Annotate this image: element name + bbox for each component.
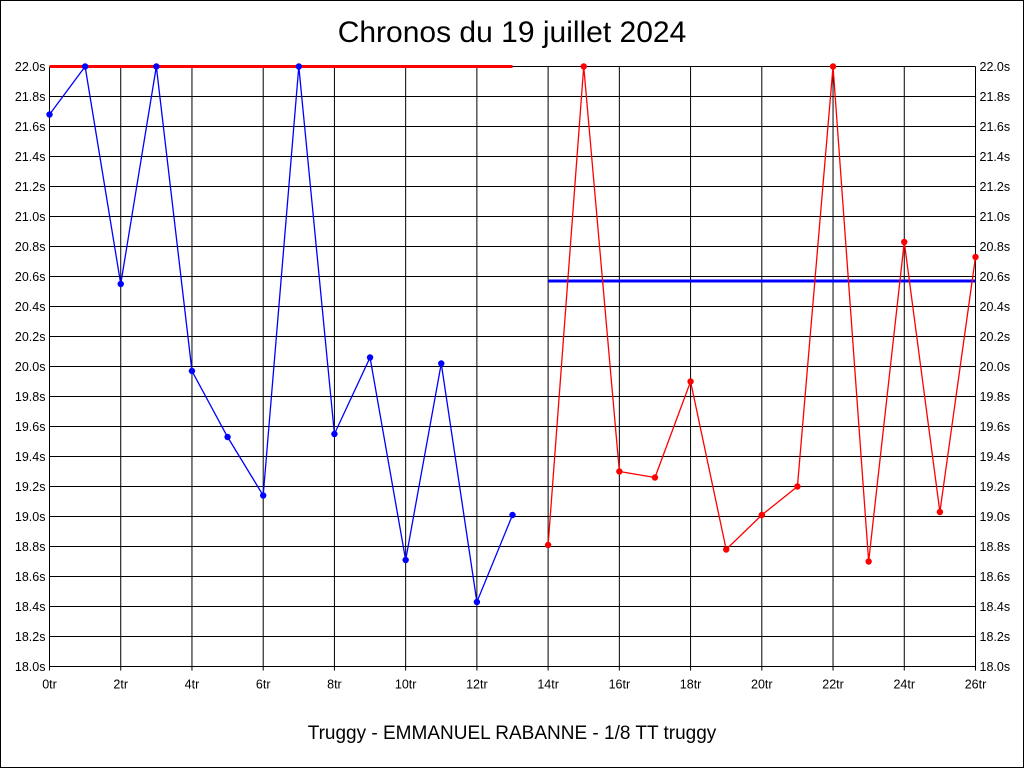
data-point	[651, 474, 659, 481]
y-tick-label-right: 21.2s	[980, 180, 1011, 194]
data-point	[295, 63, 303, 70]
y-tick-label-right: 19.0s	[980, 510, 1011, 524]
data-point	[972, 253, 979, 261]
y-tick-label-left: 21.4s	[15, 150, 46, 164]
data-point	[758, 511, 766, 519]
data-point	[936, 508, 944, 516]
x-tick-label: 0tr	[42, 678, 57, 692]
data-point	[580, 63, 587, 70]
y-tick-label-right: 19.4s	[980, 450, 1011, 464]
y-tick-label-left: 18.6s	[15, 570, 46, 584]
x-tick-label: 8tr	[327, 678, 342, 692]
y-tick-label-left: 19.2s	[15, 480, 46, 494]
y-tick-label-right: 20.8s	[980, 240, 1011, 254]
data-point	[901, 238, 908, 246]
y-tick-label-left: 20.6s	[15, 270, 46, 284]
y-tick-label-left: 19.8s	[15, 390, 46, 404]
y-tick-label-right: 18.8s	[980, 540, 1011, 554]
y-tick-label-left: 19.0s	[15, 510, 46, 524]
data-point	[438, 360, 445, 367]
x-tick-label: 20tr	[751, 678, 773, 692]
y-tick-label-left: 21.8s	[15, 90, 46, 104]
y-tick-label-right: 20.6s	[980, 270, 1011, 284]
x-tick-label: 14tr	[537, 678, 559, 692]
y-tick-label-right: 18.6s	[980, 570, 1011, 584]
y-tick-label-left: 20.0s	[15, 360, 46, 374]
data-point	[259, 492, 267, 499]
y-tick-label-left: 22.0s	[15, 60, 46, 74]
y-tick-label-right: 19.2s	[980, 480, 1011, 494]
y-tick-label-right: 19.8s	[980, 390, 1011, 404]
y-tick-label-right: 21.8s	[980, 90, 1011, 104]
data-point	[153, 63, 160, 70]
y-tick-label-left: 18.0s	[15, 660, 46, 674]
data-point	[616, 468, 623, 475]
data-point	[366, 354, 374, 361]
y-tick-label-right: 20.0s	[980, 360, 1011, 374]
x-tick-label: 10tr	[395, 678, 417, 692]
data-point	[81, 63, 89, 70]
y-tick-label-left: 21.2s	[15, 180, 46, 194]
data-point	[224, 433, 231, 441]
y-tick-label-right: 21.4s	[980, 150, 1011, 164]
y-tick-label-right: 21.0s	[980, 210, 1011, 224]
data-point	[722, 546, 730, 553]
y-tick-label-right: 21.6s	[980, 120, 1011, 134]
y-tick-label-left: 18.8s	[15, 540, 46, 554]
data-point	[188, 367, 196, 375]
data-point	[794, 483, 801, 490]
y-tick-label-left: 20.8s	[15, 240, 46, 254]
data-point	[687, 378, 694, 385]
x-tick-label: 24tr	[893, 678, 915, 692]
data-point	[402, 556, 409, 564]
x-tick-label: 18tr	[680, 678, 702, 692]
chart-title: Chronos du 19 juillet 2024	[337, 16, 687, 49]
y-tick-label-left: 21.0s	[15, 210, 46, 224]
y-tick-label-right: 18.2s	[980, 630, 1011, 644]
y-tick-label-right: 20.2s	[980, 330, 1011, 344]
y-tick-label-left: 19.6s	[15, 420, 46, 434]
data-point	[544, 541, 552, 549]
data-point	[829, 63, 837, 70]
x-tick-label: 22tr	[822, 678, 844, 692]
y-tick-label-left: 18.2s	[15, 630, 46, 644]
y-tick-label-left: 20.4s	[15, 300, 46, 314]
data-point	[117, 280, 124, 288]
x-tick-label: 6tr	[256, 678, 271, 692]
data-point	[331, 430, 338, 438]
x-tick-label: 2tr	[113, 678, 128, 692]
series-line	[48, 64, 514, 605]
data-point	[46, 111, 53, 118]
x-tick-label: 12tr	[466, 678, 488, 692]
data-point	[473, 598, 481, 606]
y-tick-label-right: 18.4s	[980, 600, 1011, 614]
data-point	[509, 511, 516, 519]
x-tick-label: 4tr	[185, 678, 200, 692]
chart-subtitle: Truggy - EMMANUEL RABANNE - 1/8 TT trugg…	[307, 723, 717, 744]
y-tick-label-right: 20.4s	[980, 300, 1011, 314]
x-tick-label: 16tr	[609, 678, 631, 692]
y-tick-label-left: 20.2s	[15, 330, 46, 344]
data-point	[865, 558, 872, 565]
x-tick-label: 26tr	[965, 678, 987, 692]
y-tick-label-right: 19.6s	[980, 420, 1011, 434]
y-tick-label-right: 18.0s	[980, 660, 1011, 674]
y-tick-label-right: 22.0s	[980, 60, 1011, 74]
y-tick-label-left: 18.4s	[15, 600, 46, 614]
y-tick-label-left: 19.4s	[15, 450, 46, 464]
y-tick-label-left: 21.6s	[15, 120, 46, 134]
